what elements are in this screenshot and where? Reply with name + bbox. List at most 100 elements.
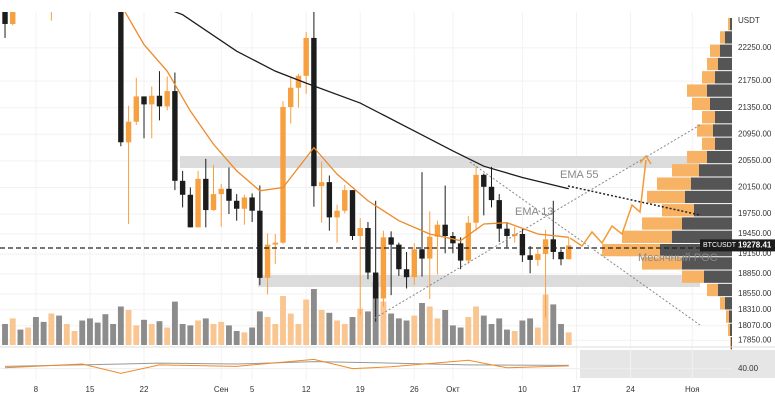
ema-projection [567,185,701,216]
candle-body [10,12,16,24]
volume-bar [241,332,248,345]
candle-body [342,190,348,211]
x-tick-label: 8 [34,385,39,394]
volume-bar [110,324,117,345]
candle-body [519,234,526,256]
support-zone [258,275,700,287]
forecast-path [569,159,647,248]
candle-body [550,239,556,252]
candle-body [280,107,286,243]
indicator: 40.00 [0,346,775,374]
volume-bar [534,327,541,345]
volume-bar [318,310,325,345]
price-label-symbol: BTCUSDT [703,242,737,249]
x-tick-label: Окт [446,385,460,394]
candle-body [488,186,495,201]
volume-bar [542,294,549,345]
volume-bar [380,301,387,345]
volume-profile [602,17,732,350]
volume-bar [87,318,93,345]
volume-bar [434,318,441,345]
volume-bar [287,313,294,345]
volume-bar [32,317,39,345]
indicator-line [4,358,569,374]
profile-up [642,257,682,270]
candle-body [257,210,263,278]
candle-body [288,87,294,108]
candle-body [527,255,533,260]
profile-down [715,71,732,84]
volume-bar [218,321,225,345]
candle-body [203,178,209,211]
candle-body [403,269,410,278]
candle-body [133,96,139,122]
profile-up [726,310,729,323]
indicator-tick-label: 40.00 [738,364,759,373]
volume-bar [280,296,286,345]
profile-up [682,270,704,283]
candle-body [535,253,541,260]
candle-body [2,12,8,24]
volume-bar [473,306,479,345]
x-tick-label: 15 [86,385,95,394]
profile-up [642,217,682,230]
volume-bar [504,329,510,345]
volume-bar [79,320,86,345]
poc-label: Месячный POC [638,252,718,264]
profile-up [707,57,718,71]
volume-bar [326,312,333,345]
candle-body [141,96,147,105]
profile-up [602,243,660,257]
volume-bar [449,325,456,345]
trend-line-down [469,161,701,326]
volume-bar [9,318,16,345]
profile-down [715,111,732,124]
profile-down [682,217,732,230]
candle-body [195,178,201,228]
x-tick-label: 22 [140,385,149,394]
volume-bar [480,315,487,345]
volume-bar [156,321,163,345]
profile-down [725,297,732,310]
profile-up [672,164,699,177]
profile-down [694,204,732,217]
volume-bar [141,319,147,345]
candle-body [210,194,217,211]
candle-body [442,224,448,236]
profile-up [702,111,715,124]
profile-up [687,150,707,164]
price-label-box [700,239,775,252]
forecast-arrow [639,154,652,165]
profile-down [682,257,732,270]
candle-body [365,228,371,273]
volume-bar [125,310,132,345]
volume-bar [419,303,425,345]
volume-bar [295,324,302,345]
candle-body [511,234,518,236]
x-tick-label: 26 [410,385,419,394]
volume-bar [171,301,178,345]
y-tick-label: 18070.00 [738,321,772,330]
volume-bar [349,317,356,345]
volume-bar [148,324,155,345]
candle-body [179,180,186,195]
profile-up [707,283,718,297]
profile-down [715,137,732,150]
indicator-band [580,350,775,378]
volume-bar [527,318,534,345]
profile-down [718,57,732,71]
profile-down [685,190,732,204]
profile-up [702,71,715,84]
profile-up [687,84,707,97]
candle-body [558,251,564,260]
x-tick-label: 24 [626,385,635,394]
volume-bar [40,321,47,345]
profile-up [720,31,725,44]
profile-down [699,164,732,177]
volume-bar [25,327,32,345]
candle-body [156,95,163,107]
y-tick-label: 20150.00 [738,183,772,192]
volume-bar [249,327,256,345]
candle-body [388,237,394,245]
candle-body [125,121,132,143]
